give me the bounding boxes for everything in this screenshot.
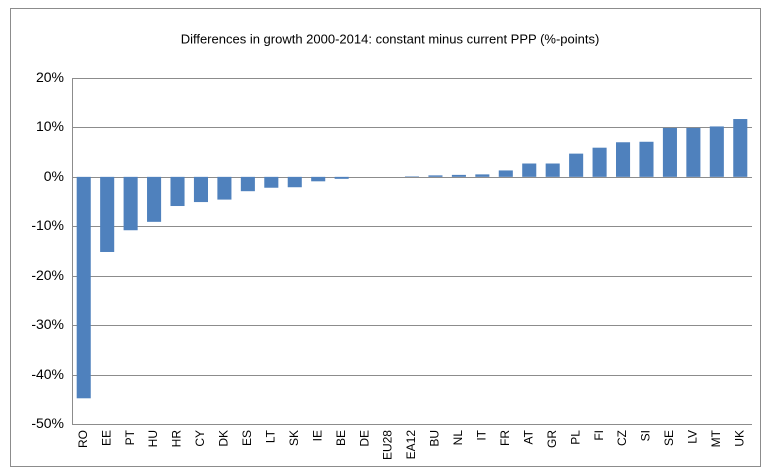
x-tick-label: ES: [240, 430, 254, 446]
x-tick-label: BU: [428, 430, 442, 447]
x-tick-label: MT: [709, 429, 723, 447]
y-tick-label: -50%: [31, 415, 64, 431]
x-tick-label: FR: [498, 430, 512, 446]
bar: [311, 176, 326, 182]
bar: [475, 174, 490, 177]
x-tick-label: EA12: [404, 430, 418, 460]
bar: [76, 176, 91, 399]
x-tick-label: RO: [76, 430, 90, 448]
y-tick-label: 20%: [36, 69, 64, 85]
x-tick-label: FI: [592, 430, 606, 441]
bar: [639, 141, 654, 177]
bar: [264, 176, 279, 188]
x-tick-label: CZ: [615, 430, 629, 446]
bar: [569, 153, 584, 177]
bar: [709, 126, 724, 177]
bar: [240, 176, 255, 192]
y-tick-label: -30%: [31, 316, 64, 332]
y-tick-label: -20%: [31, 267, 64, 283]
bar: [733, 119, 748, 177]
x-tick-label: SI: [639, 430, 653, 441]
x-tick-label: PL: [568, 430, 582, 445]
x-tick-label: SK: [287, 430, 301, 446]
x-tick-label: IT: [475, 429, 489, 440]
bar: [616, 142, 631, 177]
bar: [170, 176, 185, 207]
x-tick-label: DK: [217, 430, 231, 447]
x-tick-label: IE: [310, 430, 324, 441]
x-tick-label: LT: [263, 429, 277, 443]
x-tick-label: UK: [732, 430, 746, 447]
x-tick-label: HU: [146, 430, 160, 447]
y-tick-label: 0%: [44, 168, 64, 184]
bar: [428, 175, 443, 177]
bar: [287, 176, 302, 188]
bar: [545, 163, 560, 177]
y-tick-label: 10%: [36, 118, 64, 134]
x-tick-label: PT: [123, 429, 137, 445]
x-tick-label: EE: [99, 430, 113, 446]
bar: [451, 174, 466, 177]
bar: [123, 176, 138, 231]
bar: [193, 176, 208, 203]
bar: [334, 176, 349, 179]
x-tick-label: AT: [521, 429, 535, 444]
x-tick-label: EU28: [381, 430, 395, 460]
bar: [522, 163, 537, 177]
bar: [662, 127, 677, 177]
y-tick-label: -40%: [31, 366, 64, 382]
x-tick-label: NL: [451, 430, 465, 446]
x-tick-label: DE: [357, 430, 371, 447]
bar: [100, 176, 115, 252]
x-tick-label: HR: [170, 430, 184, 448]
x-tick-label: SE: [662, 430, 676, 446]
bar: [498, 170, 513, 177]
x-tick-label: BE: [334, 430, 348, 446]
bar: [592, 147, 607, 177]
bar: [217, 176, 232, 200]
x-tick-label: CY: [193, 430, 207, 447]
x-tick-label: LV: [686, 430, 700, 444]
bar: [147, 176, 162, 222]
chart-title: Differences in growth 2000-2014: constan…: [181, 31, 600, 46]
chart-border: [10, 8, 761, 467]
bar: [686, 127, 701, 177]
x-tick-label: GR: [545, 430, 559, 448]
y-tick-label: -10%: [31, 217, 64, 233]
